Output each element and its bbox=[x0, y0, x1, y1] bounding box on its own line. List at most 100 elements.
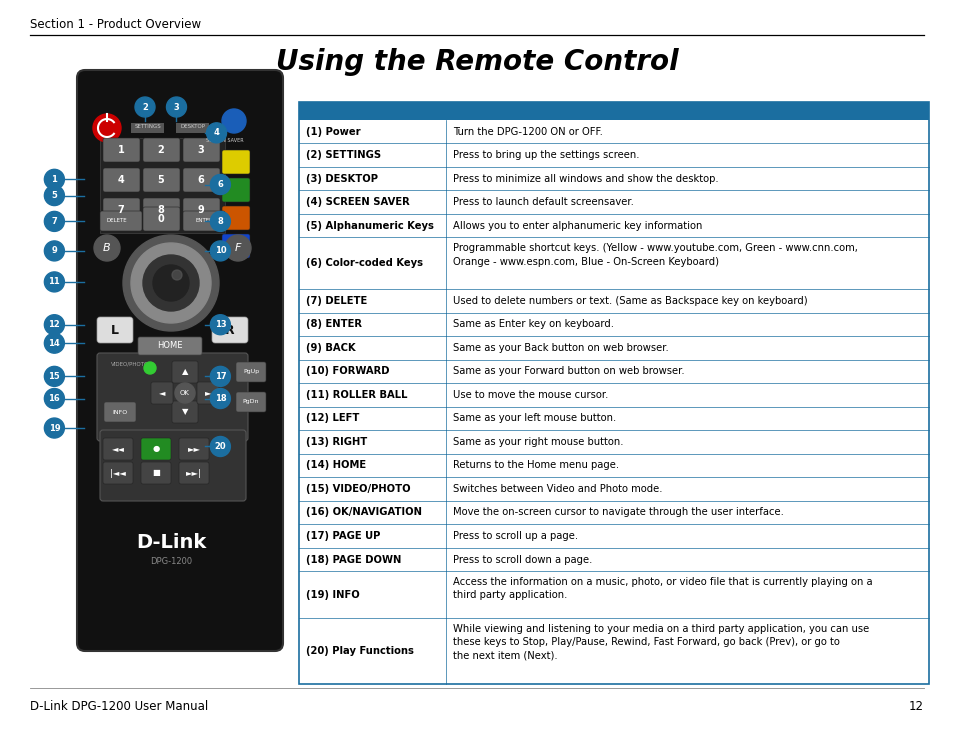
Text: VIDEO/PHOTO: VIDEO/PHOTO bbox=[111, 362, 149, 367]
Circle shape bbox=[152, 265, 189, 301]
FancyBboxPatch shape bbox=[104, 402, 136, 422]
Text: (9) BACK: (9) BACK bbox=[305, 343, 355, 353]
FancyBboxPatch shape bbox=[103, 438, 132, 460]
Text: 10: 10 bbox=[214, 246, 226, 255]
Circle shape bbox=[123, 235, 219, 331]
Text: (16) OK/NAVIGATION: (16) OK/NAVIGATION bbox=[305, 508, 421, 517]
Text: (5) Alphanumeric Keys: (5) Alphanumeric Keys bbox=[305, 221, 433, 231]
Circle shape bbox=[222, 109, 246, 133]
Text: 14: 14 bbox=[49, 339, 60, 348]
Text: 12: 12 bbox=[49, 320, 60, 329]
Circle shape bbox=[45, 418, 64, 438]
Circle shape bbox=[131, 243, 211, 323]
Text: Press to scroll up a page.: Press to scroll up a page. bbox=[453, 531, 578, 541]
Text: SETTINGS: SETTINGS bbox=[134, 125, 161, 129]
Circle shape bbox=[45, 333, 64, 354]
Circle shape bbox=[225, 235, 251, 261]
FancyBboxPatch shape bbox=[212, 317, 248, 343]
Text: 17: 17 bbox=[214, 372, 226, 381]
Text: (15) VIDEO/PHOTO: (15) VIDEO/PHOTO bbox=[305, 484, 410, 494]
Text: L: L bbox=[111, 323, 119, 337]
Text: 2: 2 bbox=[157, 145, 164, 155]
Text: Section 1 - Product Overview: Section 1 - Product Overview bbox=[30, 18, 201, 31]
Text: Allows you to enter alphanumeric key information: Allows you to enter alphanumeric key inf… bbox=[453, 221, 702, 231]
Text: 18: 18 bbox=[214, 394, 226, 403]
Circle shape bbox=[207, 123, 226, 143]
Text: ENTER: ENTER bbox=[194, 218, 213, 224]
Circle shape bbox=[94, 235, 120, 261]
Text: 5: 5 bbox=[51, 191, 57, 200]
Text: D-Link: D-Link bbox=[135, 534, 206, 553]
Text: Use to move the mouse cursor.: Use to move the mouse cursor. bbox=[453, 390, 608, 400]
Text: ◄◄: ◄◄ bbox=[112, 444, 125, 453]
Text: ■: ■ bbox=[152, 469, 160, 477]
Text: (19) INFO: (19) INFO bbox=[305, 590, 359, 600]
Circle shape bbox=[211, 314, 230, 335]
Text: ●: ● bbox=[152, 444, 159, 453]
Text: 12: 12 bbox=[908, 700, 923, 712]
Text: (20) Play Functions: (20) Play Functions bbox=[305, 646, 413, 656]
Text: ▲: ▲ bbox=[182, 368, 188, 376]
FancyBboxPatch shape bbox=[183, 138, 220, 162]
Circle shape bbox=[135, 97, 154, 117]
Text: Press to bring up the settings screen.: Press to bring up the settings screen. bbox=[453, 150, 639, 160]
Bar bbox=[298, 102, 928, 120]
FancyBboxPatch shape bbox=[141, 438, 171, 460]
FancyBboxPatch shape bbox=[235, 362, 266, 382]
FancyBboxPatch shape bbox=[183, 168, 220, 192]
Text: 8: 8 bbox=[217, 217, 223, 226]
Text: Turn the DPG-1200 ON or OFF.: Turn the DPG-1200 ON or OFF. bbox=[453, 127, 602, 137]
Text: 1: 1 bbox=[51, 175, 57, 184]
FancyBboxPatch shape bbox=[103, 198, 140, 222]
Text: (11) ROLLER BALL: (11) ROLLER BALL bbox=[305, 390, 407, 400]
Text: 7: 7 bbox=[117, 205, 124, 215]
Text: Press to scroll down a page.: Press to scroll down a page. bbox=[453, 554, 592, 565]
Text: R: R bbox=[225, 323, 234, 337]
Text: 4: 4 bbox=[117, 175, 124, 185]
Text: ►►: ►► bbox=[188, 444, 200, 453]
FancyBboxPatch shape bbox=[143, 138, 180, 162]
Circle shape bbox=[211, 366, 230, 387]
Text: ►►|: ►►| bbox=[186, 469, 202, 477]
Text: 2: 2 bbox=[142, 103, 148, 111]
Text: (7) DELETE: (7) DELETE bbox=[305, 296, 367, 306]
Text: 1: 1 bbox=[117, 145, 124, 155]
Circle shape bbox=[45, 211, 64, 232]
Circle shape bbox=[45, 388, 64, 409]
FancyBboxPatch shape bbox=[196, 382, 219, 404]
Circle shape bbox=[45, 185, 64, 206]
Text: ►: ► bbox=[205, 388, 211, 398]
Text: HOME: HOME bbox=[157, 342, 183, 351]
Text: 3: 3 bbox=[173, 103, 179, 111]
FancyBboxPatch shape bbox=[141, 462, 171, 484]
Text: (3) DESKTOP: (3) DESKTOP bbox=[305, 173, 377, 184]
Text: (18) PAGE DOWN: (18) PAGE DOWN bbox=[305, 554, 400, 565]
FancyBboxPatch shape bbox=[103, 168, 140, 192]
Text: (6) Color-coded Keys: (6) Color-coded Keys bbox=[305, 258, 422, 269]
Bar bbox=[175, 123, 209, 133]
Text: 16: 16 bbox=[49, 394, 60, 403]
Text: PgDn: PgDn bbox=[242, 399, 259, 404]
Text: 6: 6 bbox=[197, 175, 204, 185]
Circle shape bbox=[45, 366, 64, 387]
Circle shape bbox=[144, 362, 156, 374]
Text: 6: 6 bbox=[217, 180, 223, 189]
Text: 19: 19 bbox=[49, 424, 60, 432]
Text: F: F bbox=[234, 243, 241, 253]
FancyBboxPatch shape bbox=[100, 211, 142, 231]
Bar bbox=[131, 123, 164, 133]
Text: D-Link DPG-1200 User Manual: D-Link DPG-1200 User Manual bbox=[30, 700, 208, 712]
Text: Press to minimize all windows and show the desktop.: Press to minimize all windows and show t… bbox=[453, 173, 719, 184]
FancyBboxPatch shape bbox=[97, 317, 132, 343]
Text: Programmable shortcut keys. (Yellow - www.youtube.com, Green - www.cnn.com,
Oran: Programmable shortcut keys. (Yellow - ww… bbox=[453, 244, 858, 266]
FancyBboxPatch shape bbox=[100, 430, 246, 501]
FancyBboxPatch shape bbox=[172, 401, 198, 423]
Text: Same as your Forward button on web browser.: Same as your Forward button on web brows… bbox=[453, 367, 684, 376]
Text: INFO: INFO bbox=[112, 410, 128, 415]
Text: Same as your right mouse button.: Same as your right mouse button. bbox=[453, 437, 623, 447]
Text: 3: 3 bbox=[197, 145, 204, 155]
FancyBboxPatch shape bbox=[138, 337, 202, 355]
Text: (2) SETTINGS: (2) SETTINGS bbox=[305, 150, 380, 160]
Text: (10) FORWARD: (10) FORWARD bbox=[305, 367, 389, 376]
FancyBboxPatch shape bbox=[235, 392, 266, 412]
